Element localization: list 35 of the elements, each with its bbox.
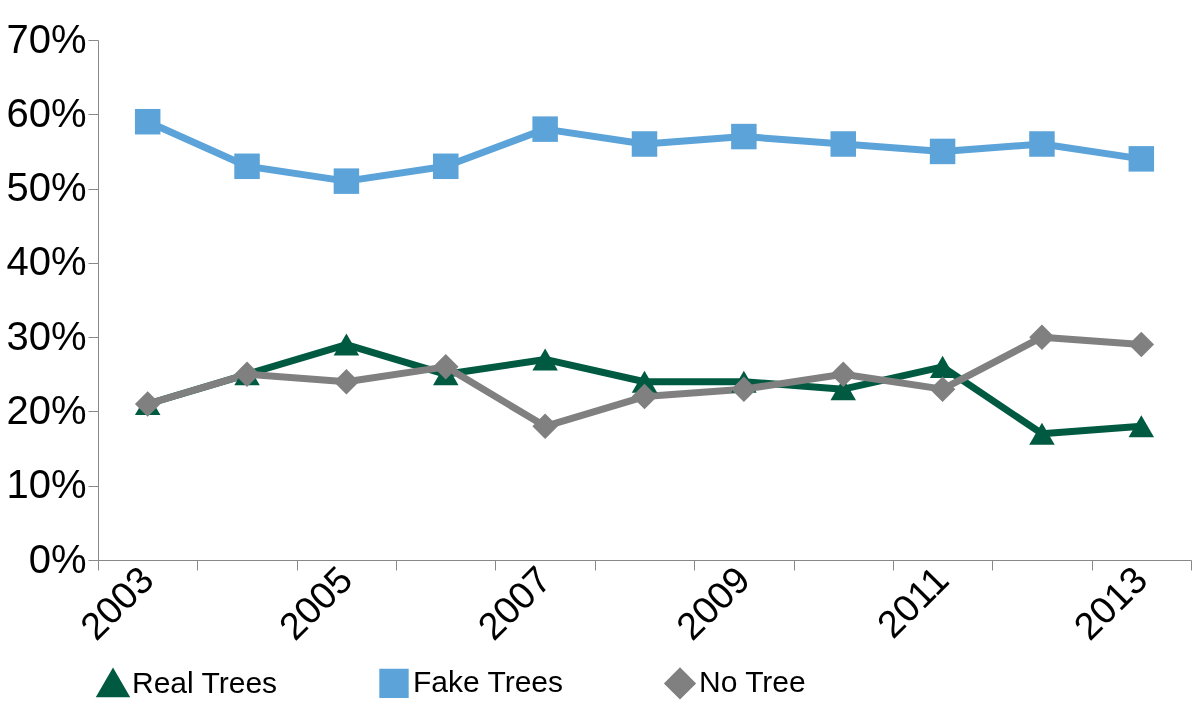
point (830, 131, 856, 157)
point (433, 354, 459, 380)
y-tick-label: 60% (6, 90, 87, 135)
point (1128, 415, 1155, 438)
point (234, 153, 260, 180)
y-tick-label: 50% (6, 165, 87, 210)
point (333, 333, 360, 356)
point (1128, 331, 1155, 358)
point (333, 168, 360, 194)
point (830, 361, 856, 388)
point (333, 368, 360, 395)
point (1128, 146, 1155, 172)
y-tick-label: 20% (6, 387, 87, 432)
point (433, 153, 459, 180)
legend-label: Fake Trees (413, 665, 564, 699)
y-tick-label: 30% (6, 313, 87, 358)
point (1029, 131, 1055, 157)
point (731, 123, 757, 150)
y-tick-label: 70% (6, 16, 87, 61)
point (631, 383, 658, 410)
legend-label: No Tree (699, 665, 806, 699)
point (532, 348, 558, 371)
point (929, 355, 956, 378)
y-tick-label: 40% (6, 239, 87, 284)
point (929, 376, 956, 402)
legend-label: Real Trees (132, 666, 278, 700)
point (929, 138, 956, 165)
point (731, 376, 757, 402)
point (532, 413, 558, 440)
point (1029, 422, 1055, 445)
point (532, 116, 558, 142)
point (631, 131, 658, 157)
point (1029, 324, 1055, 350)
point (134, 108, 161, 135)
y-tick-label: 10% (6, 462, 87, 507)
